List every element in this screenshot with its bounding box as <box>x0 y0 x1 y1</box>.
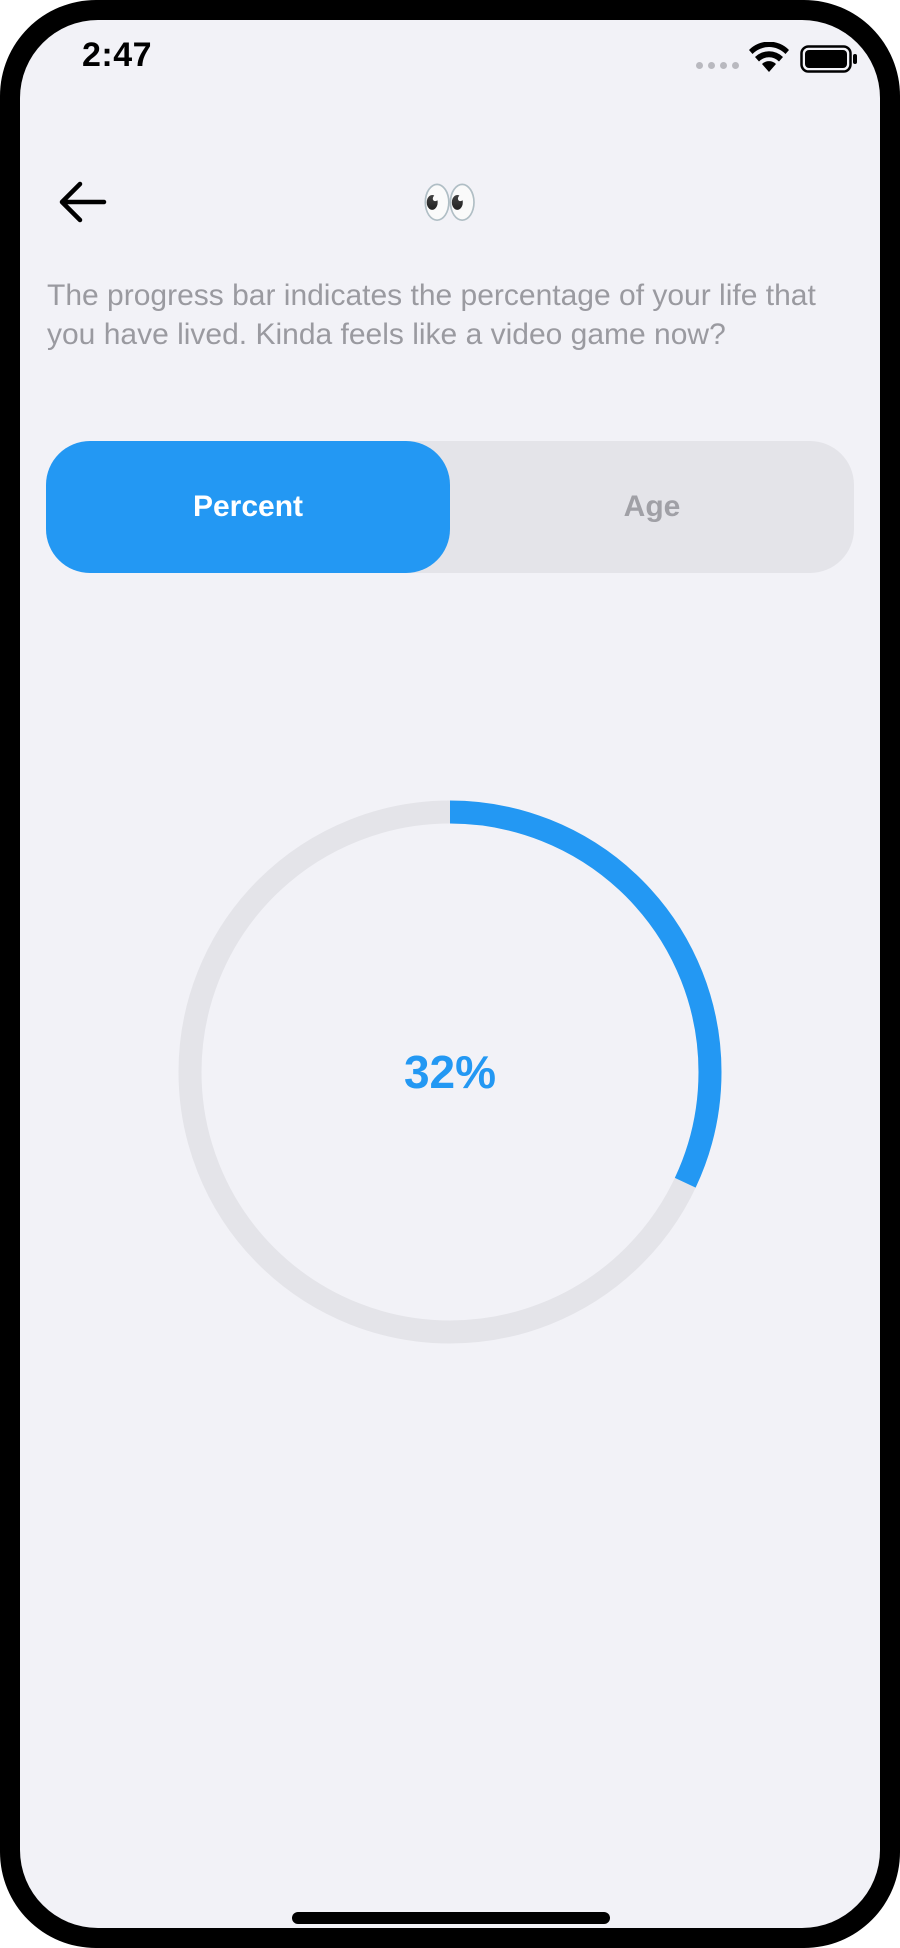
screen: 2:47 👀 The progress bar indicates the pe… <box>20 20 880 1928</box>
eyes-emoji: 👀 <box>421 176 479 228</box>
age-tab[interactable]: Age <box>623 490 681 523</box>
arrow-left-icon <box>59 181 107 223</box>
back-button[interactable] <box>50 170 114 234</box>
progress-ring-fill <box>178 800 722 1344</box>
progress-ring-svg <box>178 800 722 1344</box>
battery-icon <box>800 45 857 73</box>
segmented-control: Percent Age <box>46 441 854 573</box>
status-time: 2:47 <box>82 36 153 74</box>
cellular-signal-icon <box>696 62 739 69</box>
description-text: The progress bar indicates the percentag… <box>47 279 816 351</box>
percent-tab[interactable]: Percent <box>46 441 450 573</box>
life-progress-ring: 32% <box>178 800 722 1344</box>
progress-percent-label: 32% <box>403 1046 497 1098</box>
home-indicator[interactable] <box>292 1912 610 1924</box>
wifi-icon <box>749 42 789 72</box>
status-bar: 2:47 <box>20 20 880 100</box>
